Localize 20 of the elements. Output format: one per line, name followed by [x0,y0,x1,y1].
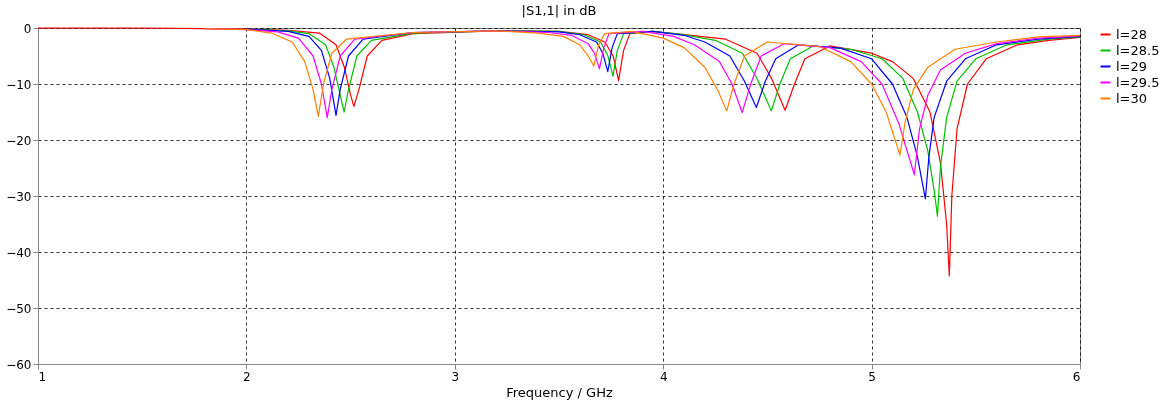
legend-label: l=28.5 [1116,42,1160,58]
y-tick-label: −40 [6,245,32,260]
x-axis-title: Frequency / GHz [506,384,613,400]
y-tick-label: −60 [6,357,32,372]
legend-label: l=29.5 [1116,74,1160,90]
x-tick-label: 3 [451,369,460,384]
legend-label: l=29 [1116,58,1148,74]
y-tick-label: −10 [6,77,32,92]
x-tick-label: 1 [38,369,47,384]
y-tick-label: −50 [6,301,32,316]
x-tick-label: 4 [659,369,668,384]
legend-label: l=30 [1116,90,1148,106]
y-tick-label: 0 [23,21,32,36]
y-tick-label: −20 [6,133,32,148]
x-tick-label: 5 [868,369,876,384]
legend-label: l=28 [1116,26,1148,42]
chart-title: |S1,1| in dB [521,3,597,18]
x-tick-label: 2 [243,369,251,384]
y-tick-label: −30 [6,189,32,204]
x-tick-label: 6 [1072,369,1081,384]
